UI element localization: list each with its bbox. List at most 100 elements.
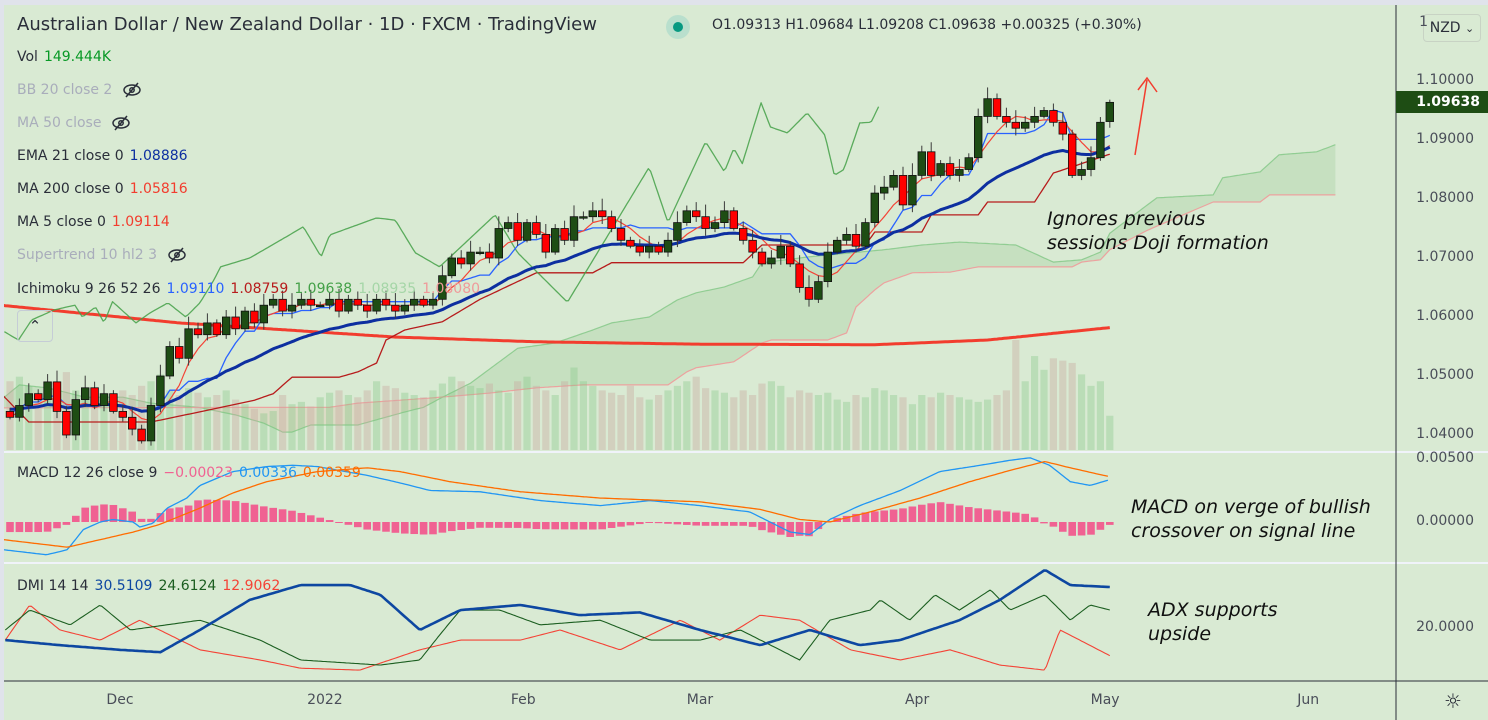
symbol-title[interactable]: Australian Dollar / New Zealand Dollar ·…	[17, 14, 597, 35]
time-tick-label: Dec	[106, 692, 134, 708]
macd-histogram-bar	[43, 522, 52, 532]
volume-bar	[344, 395, 352, 450]
macd-histogram-bar	[100, 504, 108, 522]
price-tick-label: 1.06000	[1416, 308, 1474, 324]
legend-value: 1.08886	[129, 148, 188, 164]
ichimoku-cloud-segment	[1025, 249, 1030, 267]
macd-histogram-bar	[119, 508, 127, 522]
currency-selector[interactable]: NZD ⌄	[1423, 14, 1481, 42]
candle-down	[334, 298, 344, 312]
volume-bar	[683, 381, 691, 450]
macd-histogram-bar	[532, 522, 541, 530]
legend-supertrend[interactable]: Supertrend 10 hl2 3	[17, 247, 187, 263]
volume-bar	[523, 376, 531, 450]
ichimoku-cloud-segment	[959, 242, 965, 271]
ichimoku-cloud-segment	[625, 319, 631, 385]
ichimoku-cloud-segment	[1307, 152, 1312, 195]
candle-up	[917, 151, 926, 176]
candle-up	[15, 405, 24, 418]
ichimoku-cloud-segment	[747, 276, 753, 353]
ichimoku-cloud-segment	[1138, 208, 1143, 236]
ichimoku-cloud-segment	[1302, 152, 1308, 195]
macd-histogram-bar	[795, 522, 804, 536]
ichimoku-cloud-segment	[1015, 245, 1021, 267]
ichimoku-cloud-segment	[1274, 154, 1279, 195]
eye-crossed-icon[interactable]	[122, 82, 142, 98]
ichimoku-cloud-segment	[870, 250, 875, 295]
ichimoku-cloud-segment	[1161, 197, 1167, 225]
candle-down	[485, 251, 494, 259]
ichimoku-cloud-segment	[489, 365, 495, 394]
legend-ma200[interactable]: MA 200 close 0 1.05816	[17, 181, 194, 197]
ichimoku-cloud-segment	[320, 407, 325, 425]
legend-bb[interactable]: BB 20 close 2	[17, 82, 142, 98]
legend-ma50[interactable]: MA 50 close	[17, 115, 131, 131]
ichimoku-cloud-segment	[931, 243, 936, 273]
ichimoku-cloud-segment	[1006, 244, 1012, 267]
macd-histogram-bar	[654, 522, 663, 524]
macd-histogram-bar	[1040, 522, 1048, 524]
legend-label: EMA 21 close 0	[17, 148, 124, 164]
ichimoku-cloud-segment	[574, 334, 579, 386]
time-tick-label: May	[1090, 692, 1120, 708]
macd-histogram-bar	[438, 522, 447, 533]
macd-histogram-bar	[250, 504, 259, 522]
candle-up	[974, 116, 983, 159]
legend-ma5[interactable]: MA 5 close 0 1.09114	[17, 214, 176, 230]
candle-up	[833, 239, 842, 253]
candle-up	[156, 375, 165, 406]
chikou-line	[4, 102, 880, 341]
ichimoku-cloud-segment	[569, 336, 574, 386]
minus-di-line	[4, 605, 1111, 671]
candle-down	[851, 233, 861, 247]
legend-ichimoku[interactable]: Ichimoku 9 26 52 26 1.09110 1.08759 1.09638…	[17, 281, 486, 297]
ichimoku-cloud-segment	[583, 331, 589, 385]
legend-dmi[interactable]: DMI 14 14 30.5109 24.6124 12.9062	[17, 578, 286, 594]
legend-ema21[interactable]: EMA 21 close 0 1.08886	[17, 148, 194, 164]
legend-value-chikou: 1.09638	[294, 281, 353, 297]
candle-up	[522, 222, 532, 241]
eye-crossed-icon[interactable]	[111, 115, 131, 131]
volume-bar	[918, 395, 926, 450]
legend-macd[interactable]: MACD 12 26 close 9 −0.00023 0.00336 0.00359	[17, 465, 367, 481]
candle-up	[1105, 101, 1114, 122]
eye-crossed-icon[interactable]	[167, 247, 187, 263]
macd-histogram-bar	[363, 522, 371, 530]
macd-histogram-bar	[636, 522, 644, 525]
gear-icon[interactable]: ☼	[1444, 689, 1462, 713]
chart-frame	[4, 5, 1488, 720]
candle-down	[541, 233, 550, 253]
macd-histogram-bar	[72, 515, 80, 522]
volume-bar	[307, 406, 315, 450]
ichimoku-cloud-segment	[1288, 153, 1294, 195]
candle-up	[936, 163, 945, 176]
ichimoku-cloud-segment	[1156, 197, 1162, 227]
ichimoku-cloud-segment	[503, 355, 509, 392]
volume-bar	[222, 390, 230, 450]
collapse-legend-button[interactable]: ⌃	[17, 310, 53, 342]
volume-bar	[984, 399, 992, 450]
candle-up	[720, 210, 729, 224]
legend-label: MA 5 close 0	[17, 214, 106, 230]
ichimoku-cloud-segment	[635, 318, 640, 385]
ichimoku-cloud-segment	[907, 246, 913, 275]
volume-bar	[485, 383, 493, 450]
ichimoku-cloud-segment	[649, 314, 654, 385]
macd-histogram-bar	[617, 522, 625, 527]
ichimoku-cloud-segment	[1279, 154, 1284, 195]
ichimoku-cloud-segment	[1199, 195, 1204, 209]
legend-volume[interactable]: Vol 149.444K	[17, 49, 117, 65]
ichimoku-cloud-segment	[696, 291, 701, 368]
ichimoku-cloud-segment	[1058, 261, 1063, 267]
ichimoku-cloud-segment	[1241, 174, 1247, 202]
volume-bar	[363, 390, 371, 450]
candle-down	[212, 322, 221, 336]
ichimoku-cloud-segment	[296, 407, 302, 431]
candle-up	[24, 393, 33, 406]
ichimoku-cloud-segment	[992, 243, 997, 267]
ichimoku-cloud-segment	[663, 305, 668, 385]
price-tick-label: 1.10000	[1416, 72, 1474, 88]
ichimoku-cloud-segment	[357, 402, 363, 425]
macd-histogram-bar	[231, 501, 240, 522]
